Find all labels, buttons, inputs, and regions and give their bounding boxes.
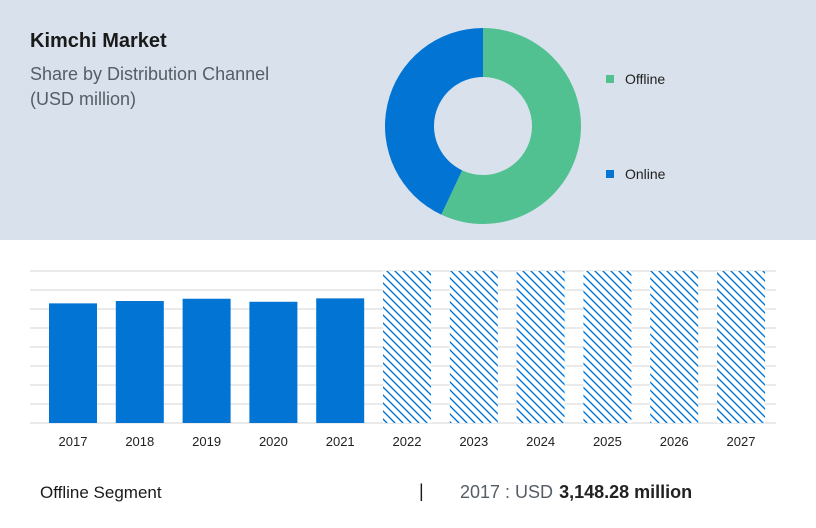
legend-swatch-offline xyxy=(606,75,614,83)
bar-2021 xyxy=(316,298,365,423)
legend-item-offline: Offline xyxy=(606,71,665,87)
donut-chart xyxy=(385,28,581,224)
x-tick-label-2019: 2019 xyxy=(192,434,221,449)
x-tick-label-2025: 2025 xyxy=(593,434,622,449)
x-tick-label-2020: 2020 xyxy=(259,434,288,449)
subtitle-line-2: (USD million) xyxy=(30,89,137,109)
legend-label-online: Online xyxy=(625,166,666,182)
bar-forecast-2026 xyxy=(650,271,699,423)
bar-2018 xyxy=(115,301,164,423)
chart-title: Kimchi Market xyxy=(30,30,167,52)
donut-slice-online xyxy=(385,28,483,215)
legend-swatch-online xyxy=(606,170,614,178)
bar-forecast-2024 xyxy=(516,271,565,423)
subtitle-line-1: Share by Distribution Channel xyxy=(30,64,270,84)
x-tick-label-2017: 2017 xyxy=(59,434,88,449)
chart-subtitle: Share by Distribution Channel (USD milli… xyxy=(30,62,330,112)
bar-chart: 2017 2018 2019 2020 2021 2022 2023 2024 2025 2026… xyxy=(30,270,776,449)
x-tick-label-2021: 2021 xyxy=(326,434,355,449)
legend-item-online: Online xyxy=(606,166,665,182)
x-tick-label-2022: 2022 xyxy=(393,434,422,449)
x-tick-label-2027: 2027 xyxy=(727,434,756,449)
bar-forecast-2022 xyxy=(383,271,431,423)
bar-2019 xyxy=(182,298,231,423)
legend-label-offline: Offline xyxy=(625,71,666,87)
bar-2017 xyxy=(49,303,97,423)
bar-forecast-2025 xyxy=(583,271,632,423)
segment-value-amount: 3,148.28 million xyxy=(559,482,693,502)
footer-divider: | xyxy=(419,481,424,501)
segment-value: 2017 : USD 3,148.28 million xyxy=(460,482,692,503)
bar-2020 xyxy=(249,301,298,423)
segment-year-prefix: 2017 : USD xyxy=(460,482,554,502)
donut-slice-offline xyxy=(441,28,581,224)
bar-forecast-2023 xyxy=(449,271,498,423)
x-tick-label-2026: 2026 xyxy=(660,434,689,449)
x-tick-label-2024: 2024 xyxy=(526,434,555,449)
segment-label: Offline Segment xyxy=(40,483,162,502)
x-tick-label-2018: 2018 xyxy=(125,434,154,449)
x-tick-label-2023: 2023 xyxy=(459,434,488,449)
bar-forecast-2027 xyxy=(717,271,765,423)
